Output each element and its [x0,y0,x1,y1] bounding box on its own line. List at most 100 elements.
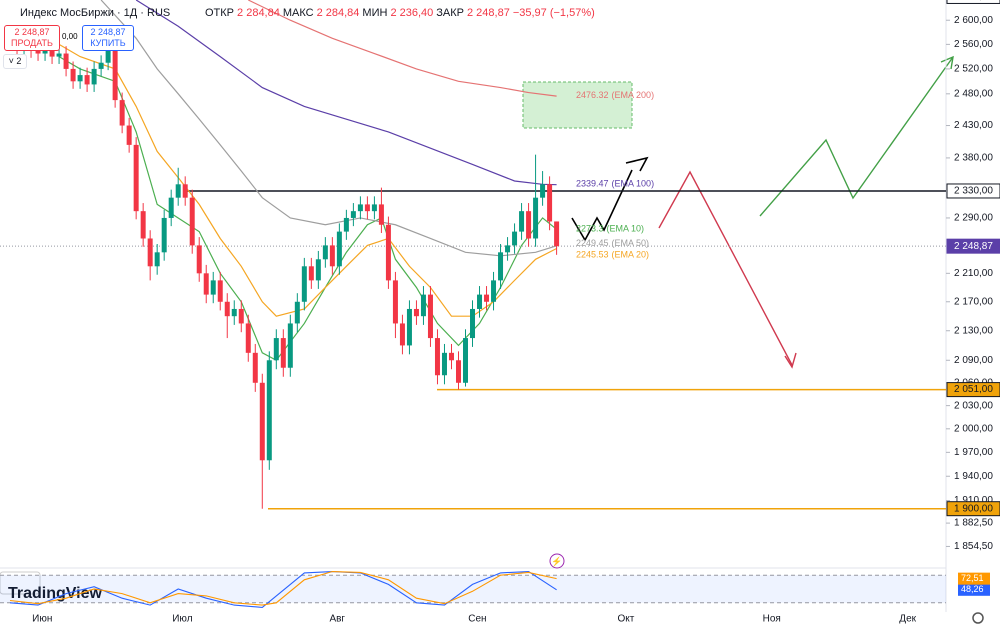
level-label-box [946,183,1000,199]
y-tick-label: 1 970,00 [954,447,993,458]
ema-value: 2249.45 [576,238,609,248]
y-tick-label: 1 940,00 [954,471,993,482]
buy-label: КУПИТЬ [90,38,126,48]
ema-line [135,0,557,186]
y-tick-label: 2 380,00 [954,153,993,164]
y-tick-label: 2 560,00 [954,39,993,50]
candle-body [392,280,398,324]
candle-body [280,338,286,368]
sell-button[interactable]: 2 248,87 ПРОДАТЬ [4,25,60,51]
ema-line [100,0,557,257]
layers-count: 2 [16,56,22,66]
candle-body [273,338,279,361]
candle-body [357,204,363,212]
candle-body [554,221,560,247]
candle-body [147,238,153,267]
x-tick-label: Авг [329,614,345,625]
x-tick-label: Ноя [763,614,781,625]
candle-body [189,197,195,246]
candle-body [91,68,97,85]
candle-body [182,184,188,198]
last-price-box [946,238,1000,254]
marker-label-box [946,0,1000,4]
candle-body [203,273,209,295]
ema-label: 2476.32 (EMA 200) [576,91,654,101]
ema-label: 2273.3 (EMA 10) [576,224,644,234]
candle-body [140,211,146,239]
candle-body [477,294,483,309]
candle-body [406,308,412,346]
candle-body [322,245,328,260]
ema-name: (EMA 50) [612,238,650,248]
candle-body [308,266,314,281]
candle-body [434,338,440,376]
ema-name: (EMA 10) [607,224,645,234]
y-tick-label: 2 000,00 [954,423,993,434]
spread: 0,00 [62,32,78,41]
layers-toggle[interactable]: ˅ 2 [3,54,27,69]
candle-body [287,323,293,368]
ema-value: 2476.32 [576,91,609,101]
y-tick-label: 2 090,00 [954,355,993,366]
ema-value: 2339.47 [576,179,609,189]
candle-body [441,352,447,376]
x-tick-label: Дек [899,614,916,625]
forecast-arrow [759,56,954,217]
ohlc-value: 2 284,84 [237,7,280,19]
candle-body [168,197,174,218]
candle-body [505,245,511,253]
candle-body [526,211,532,239]
candle-body [343,217,349,232]
candle-body [519,211,525,232]
level-label-text: 2 330,00 [954,186,993,197]
x-tick-label: Июн [32,614,52,625]
y-tick-label: 2 130,00 [954,325,993,336]
arrow-head [784,352,797,369]
candle-body [399,323,405,346]
candle-body [196,245,202,274]
candle-body [77,75,83,82]
candle-body [540,184,546,198]
candle-body [175,184,181,198]
osc-label: 72,51 [961,573,984,583]
buy-button[interactable]: 2 248,87 КУПИТЬ [82,25,134,51]
candle-body [491,280,497,302]
candle-body [133,144,139,212]
candle-body [336,231,342,267]
y-tick-label: 2 430,00 [954,120,993,131]
candle-body [329,245,335,267]
y-tick-label: 1 910,00 [954,495,993,506]
candle-body [238,308,244,324]
candle-body [84,75,90,85]
ohlc-key: ЗАКР [436,7,464,19]
symbol: Индекс МосБиржи · 1Д · RUS [20,7,171,19]
settings-icon[interactable] [972,612,984,624]
ema-line [58,43,557,317]
x-tick-label: Окт [618,614,635,625]
ema-name: (EMA 200) [612,91,655,101]
candle-body [252,352,258,383]
candle-body [364,204,370,212]
candle-body [35,50,41,54]
candle-body [385,224,391,281]
osc-band [0,575,946,603]
candle-body [119,100,125,126]
ema-line [248,0,557,97]
y-tick-label: 1 854,50 [954,541,993,552]
candle-body [350,211,356,218]
ema-name: (EMA 100) [612,179,655,189]
ema-name: (EMA 20) [612,250,650,260]
arrow-head [625,156,649,172]
candle-body [161,217,167,253]
target-box [522,81,633,129]
draw-tool[interactable] [0,571,41,595]
change: −35,97 (−1,57%) [512,7,595,19]
event-icon[interactable] [549,553,565,569]
event-icon-glyph: ⚡ [551,555,562,567]
y-tick-label: 2 290,00 [954,213,993,224]
y-tick-label: 2 030,00 [954,400,993,411]
logo: TradingView [8,585,103,602]
ema-label: 2245.53 (EMA 20) [576,250,649,260]
